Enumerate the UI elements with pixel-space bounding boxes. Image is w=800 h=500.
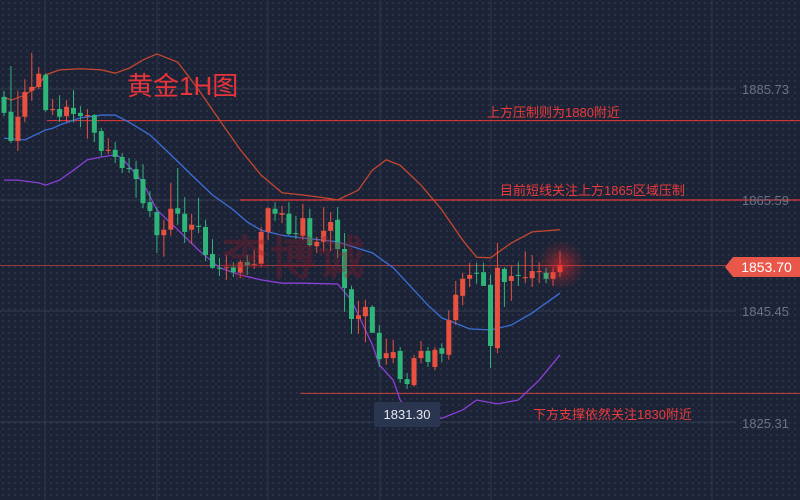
candle-body-down	[335, 219, 341, 249]
candle-body-up	[237, 262, 243, 273]
candle-body-down	[286, 213, 292, 235]
y-tick-label: 1825.31	[742, 416, 789, 431]
candle-body-down	[293, 233, 299, 235]
candle-body-down	[230, 267, 236, 273]
candle-body-down	[272, 208, 278, 214]
current-price-tag: 1853.70	[725, 257, 800, 277]
y-tick-label: 1865.59	[742, 193, 789, 208]
candle-body-down	[119, 156, 125, 168]
candle-body-up	[432, 349, 438, 367]
candle-body-down	[112, 149, 118, 157]
candle-body-down	[71, 107, 76, 114]
candle-body-up	[223, 267, 229, 269]
candle-body-up	[362, 306, 368, 317]
candle-body-up	[300, 218, 306, 236]
candle-body-down	[425, 350, 431, 362]
candle-body-up	[189, 224, 195, 230]
candle-body-down	[196, 225, 202, 227]
candle-body-up	[453, 294, 459, 321]
candle-body-up	[390, 352, 396, 359]
candle-body-down	[77, 112, 83, 117]
candle-body-down	[175, 208, 181, 214]
upper-bollinger-band	[3, 53, 561, 259]
candle-body-up	[258, 231, 264, 264]
candle-body-down	[216, 267, 222, 269]
candle-body-down	[8, 111, 14, 141]
candle-body-down	[244, 262, 250, 265]
candle-body-up	[15, 116, 21, 141]
candle-body-down	[140, 179, 146, 204]
y-tick-label: 1885.73	[742, 82, 789, 97]
candle-body-up	[508, 276, 514, 281]
candle-body-down	[515, 274, 521, 276]
candle-body-down	[182, 213, 188, 232]
candle-body-down	[1, 96, 7, 113]
candle-body-up	[467, 274, 473, 279]
candle-body-down	[474, 272, 480, 274]
candle-body-up	[355, 315, 361, 319]
candle-body-down	[404, 379, 410, 385]
candle-body-up	[36, 73, 42, 87]
candle-body-up	[251, 263, 257, 265]
candle-body-down	[98, 131, 104, 151]
annotation-resistance-1865: 目前短线关注上方1865区域压制	[500, 183, 685, 198]
candle-body-up	[161, 229, 167, 236]
candle-body-down	[488, 284, 493, 346]
candle-body-up	[522, 277, 528, 279]
candle-body-down	[203, 226, 209, 256]
candle-body-up	[494, 267, 500, 349]
candle-body-up	[22, 91, 28, 117]
candle-body-up	[105, 149, 111, 151]
candle-body-down	[439, 348, 445, 354]
candle-body-down	[133, 169, 139, 180]
chart-title: 黄金1H图	[127, 71, 239, 101]
candle-body-down	[342, 248, 348, 289]
candle-body-up	[265, 208, 271, 232]
candle-body-down	[57, 109, 63, 117]
candle-body-up	[418, 350, 424, 359]
candle-body-down	[147, 202, 153, 211]
candle-body-up	[383, 353, 389, 359]
low-price-label: 1831.30	[374, 402, 440, 427]
candle-body-down	[210, 253, 215, 268]
candle-body-up	[314, 241, 320, 247]
candle-body-down	[307, 218, 313, 246]
candle-body-down	[501, 268, 507, 283]
candle-body-down	[397, 350, 403, 380]
candle-body-up	[50, 109, 56, 111]
annotation-support-1830: 下方支撑依然关注1830附近	[533, 407, 692, 422]
candle-body-up	[279, 213, 285, 215]
candle-body-up	[460, 278, 466, 296]
candle-body-down	[126, 167, 132, 170]
candle-body-down	[376, 332, 382, 360]
candle-body-down	[43, 74, 49, 111]
candle-body-up	[84, 115, 90, 117]
candle-body-up	[411, 358, 417, 386]
candle-body-up	[64, 106, 70, 117]
watermark: 李博诚	[222, 232, 366, 284]
candle-body-up	[321, 230, 327, 242]
lower-bollinger-band	[4, 154, 561, 421]
candle-body-up	[29, 86, 35, 91]
current-candle-glow	[536, 240, 586, 290]
candle-body-up	[168, 208, 174, 230]
candle-body-down	[481, 272, 487, 286]
candle-body-down	[369, 306, 375, 333]
candle-body-up	[328, 221, 334, 231]
candle-body-down	[91, 115, 97, 133]
y-tick-label: 1845.45	[742, 304, 789, 319]
candle-body-up	[529, 271, 535, 279]
candle-body-up	[446, 320, 452, 355]
annotation-resistance-1880: 上方压制则为1880附近	[487, 105, 620, 120]
candle-body-down	[349, 289, 354, 319]
candle-body-down	[154, 212, 160, 236]
